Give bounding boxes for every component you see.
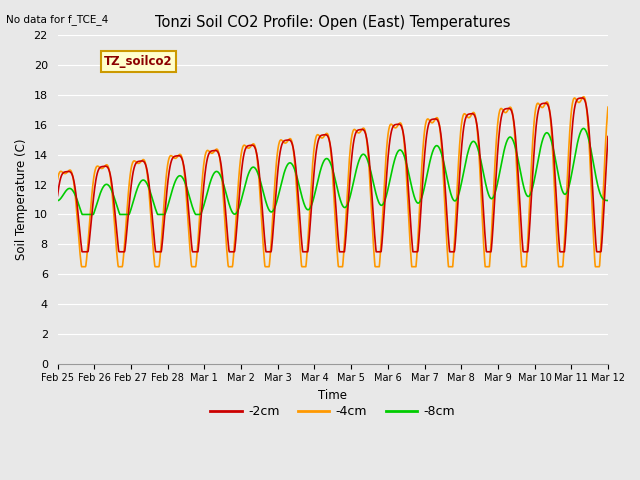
-8cm xyxy=(79,212,86,217)
-4cm xyxy=(54,177,61,182)
-8cm xyxy=(177,173,184,179)
Text: No data for f_TCE_4: No data for f_TCE_4 xyxy=(6,14,109,25)
Legend: -2cm, -4cm, -8cm: -2cm, -4cm, -8cm xyxy=(205,400,460,423)
-8cm xyxy=(238,195,246,201)
-2cm xyxy=(163,188,171,193)
-2cm xyxy=(238,165,246,170)
X-axis label: Time: Time xyxy=(318,389,348,402)
-4cm xyxy=(490,171,498,177)
-4cm xyxy=(78,264,86,270)
-2cm xyxy=(604,133,612,139)
-8cm xyxy=(580,126,588,132)
Line: -4cm: -4cm xyxy=(58,97,608,267)
-2cm xyxy=(578,95,586,101)
-2cm xyxy=(490,202,498,207)
Y-axis label: Soil Temperature (C): Soil Temperature (C) xyxy=(15,139,28,260)
Title: Tonzi Soil CO2 Profile: Open (East) Temperatures: Tonzi Soil CO2 Profile: Open (East) Temp… xyxy=(155,15,511,30)
Line: -2cm: -2cm xyxy=(58,98,608,252)
-8cm xyxy=(539,136,547,142)
-8cm xyxy=(163,206,171,212)
-4cm xyxy=(539,104,547,110)
-8cm xyxy=(604,198,612,204)
-4cm xyxy=(177,152,184,157)
-4cm xyxy=(163,167,171,173)
Text: TZ_soilco2: TZ_soilco2 xyxy=(104,55,173,68)
Line: -8cm: -8cm xyxy=(58,129,608,215)
-2cm xyxy=(177,153,184,159)
-8cm xyxy=(54,198,61,204)
-2cm xyxy=(79,249,86,255)
-4cm xyxy=(580,94,588,100)
-4cm xyxy=(238,147,246,153)
-2cm xyxy=(539,101,547,107)
-8cm xyxy=(490,192,498,198)
-8cm xyxy=(419,192,426,198)
-4cm xyxy=(419,153,426,158)
-2cm xyxy=(419,182,426,188)
-2cm xyxy=(54,193,61,199)
-4cm xyxy=(604,104,612,110)
